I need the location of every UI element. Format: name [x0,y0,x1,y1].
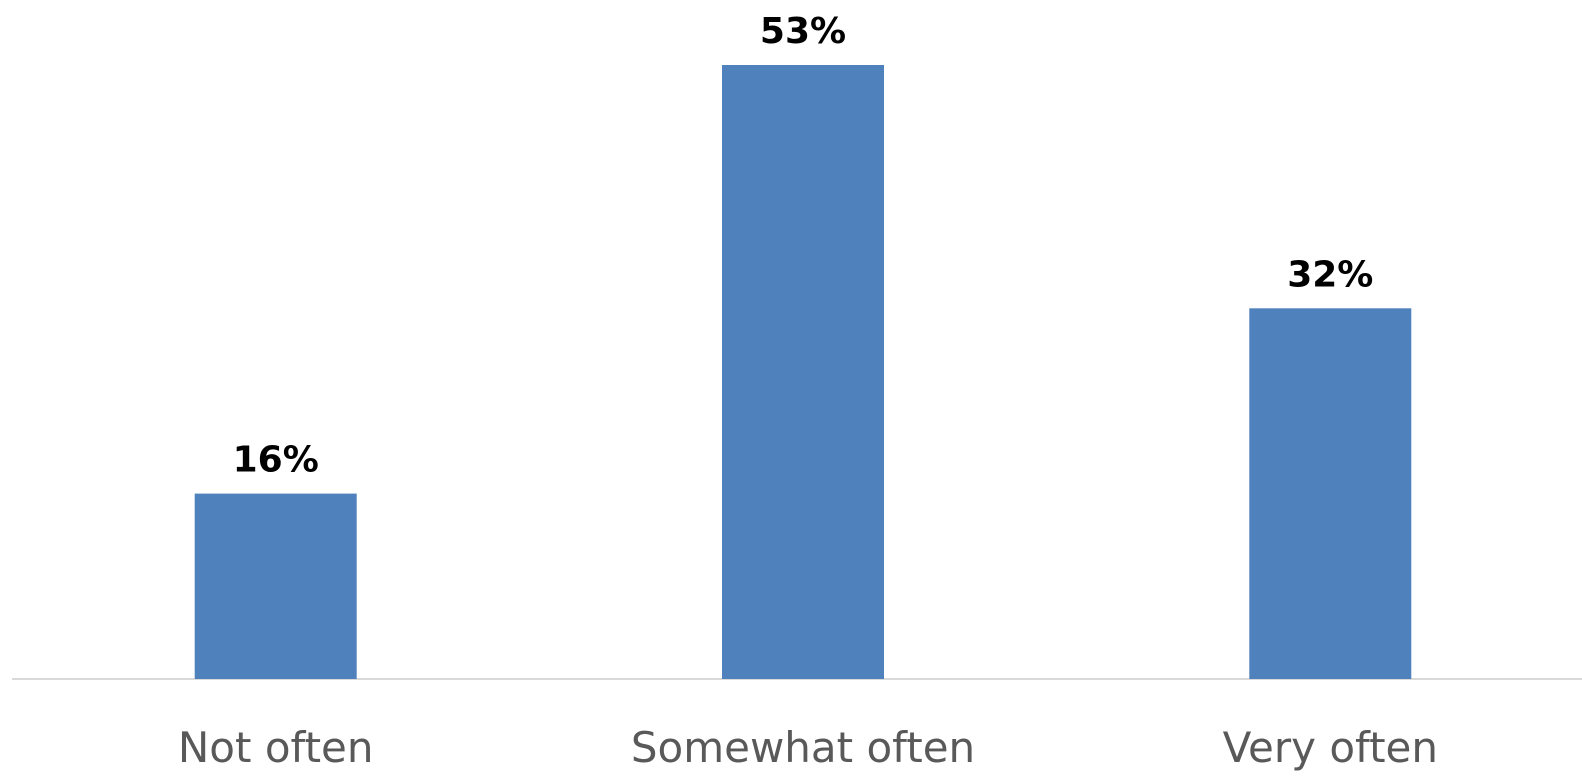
bar-very-often [1249,308,1412,679]
data-label-somewhat-often: 53% [760,11,846,52]
category-label-not-often: Not often [178,723,374,772]
category-label-very-often: Very often [1223,723,1438,772]
bar-somewhat-often [722,65,884,679]
category-label-somewhat-often: Somewhat often [631,723,975,772]
data-labels-group: 16% 53% 32% [233,11,1374,481]
bar-not-often [194,493,357,679]
data-label-not-often: 16% [233,440,319,481]
category-labels-group: Not often Somewhat often Very often [178,723,1438,772]
bars-group [194,65,1412,679]
data-label-very-often: 32% [1287,254,1373,295]
